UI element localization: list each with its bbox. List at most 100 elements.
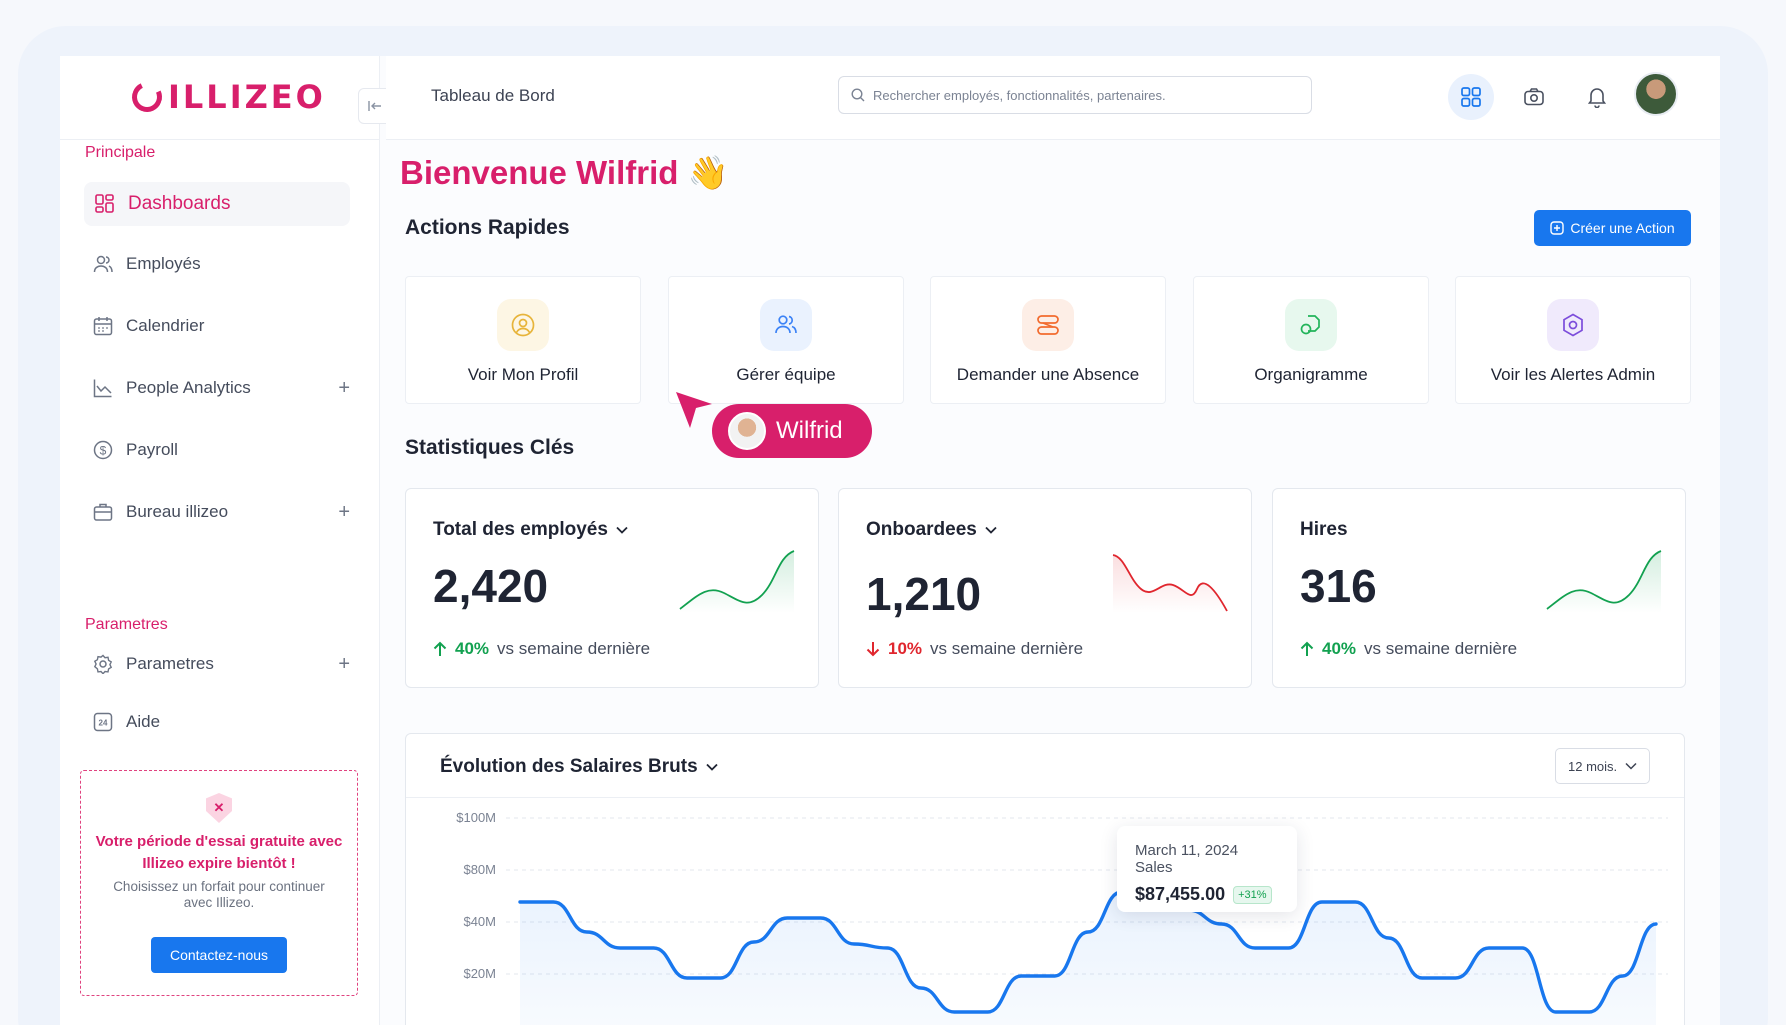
arrow-down-icon bbox=[866, 642, 880, 657]
dashboard-icon bbox=[94, 193, 116, 215]
section-label-main: Principale bbox=[85, 144, 156, 161]
sidebar-item-label: Calendrier bbox=[126, 316, 205, 335]
chart-y-tick-label: $80M bbox=[463, 862, 496, 877]
stat-title[interactable]: Total des employés bbox=[433, 519, 628, 541]
stat-compare-label: vs semaine dernière bbox=[497, 639, 651, 658]
arrow-up-icon bbox=[433, 641, 447, 656]
trial-banner: ✕ Votre période d'essai gratuite avec Il… bbox=[80, 770, 358, 996]
sidebar-item-bureau-illizeo[interactable]: Bureau illizeo + bbox=[84, 490, 350, 534]
quick-action-label: Organigramme bbox=[1254, 365, 1368, 384]
svg-text:$: $ bbox=[100, 444, 107, 458]
chart-tooltip: March 11, 2024 Sales $87,455.00 +31% bbox=[1117, 826, 1297, 912]
range-select-value: 12 mois. bbox=[1568, 758, 1618, 774]
stat-trend: 40% vs semaine dernière bbox=[1300, 639, 1517, 659]
quick-action-label: Gérer équipe bbox=[736, 365, 836, 384]
camera-settings-button[interactable] bbox=[1511, 74, 1557, 120]
stat-card-total-employes: Total des employés 2,420 40% vs semaine … bbox=[405, 488, 819, 688]
absence-icon bbox=[1022, 299, 1074, 351]
dollar-icon: $ bbox=[92, 439, 114, 461]
stat-compare-label: vs semaine dernière bbox=[1364, 639, 1518, 658]
expand-plus-icon[interactable]: + bbox=[338, 376, 350, 399]
gear-icon bbox=[92, 653, 114, 675]
logo-text: ILLIZEO bbox=[168, 78, 326, 116]
sidebar-item-calendrier[interactable]: Calendrier bbox=[84, 304, 350, 348]
range-select[interactable]: 12 mois. bbox=[1555, 748, 1650, 784]
expand-plus-icon[interactable]: + bbox=[338, 500, 350, 523]
quick-action-alertes-admin[interactable]: Voir les Alertes Admin bbox=[1455, 276, 1691, 404]
search-input[interactable]: Rechercher employés, fonctionnalités, pa… bbox=[838, 76, 1312, 114]
stat-trend: 10% vs semaine dernière bbox=[866, 639, 1083, 659]
quick-action-label: Voir les Alertes Admin bbox=[1490, 365, 1656, 384]
sidebar-item-people-analytics[interactable]: People Analytics + bbox=[84, 366, 350, 410]
salary-chart-card: Évolution des Salaires Bruts 12 mois. $1… bbox=[405, 733, 1685, 1025]
breadcrumb: Tableau de Bord bbox=[431, 86, 555, 105]
section-label-settings: Parametres bbox=[85, 616, 168, 633]
create-action-button[interactable]: Créer une Action bbox=[1534, 210, 1691, 246]
quick-action-voir-profil[interactable]: Voir Mon Profil bbox=[405, 276, 641, 404]
sidebar-item-label: Bureau illizeo bbox=[126, 502, 229, 521]
welcome-heading: Bienvenue Wilfrid 👋 bbox=[400, 154, 729, 191]
shield-x-icon: ✕ bbox=[206, 793, 232, 823]
calendar-icon bbox=[92, 315, 114, 337]
notifications-button[interactable] bbox=[1574, 74, 1620, 120]
stat-card-hires: Hires 316 40% vs semaine dernière bbox=[1272, 488, 1686, 688]
alert-hex-icon bbox=[1547, 299, 1599, 351]
quick-action-gerer-equipe[interactable]: Gérer équipe bbox=[668, 276, 904, 404]
stats-heading: Statistiques Clés bbox=[405, 436, 575, 459]
collaborator-avatar bbox=[728, 412, 766, 450]
chart-line-icon bbox=[92, 377, 114, 399]
chart-y-tick-label: $100M bbox=[456, 810, 496, 825]
stat-title-text: Onboardees bbox=[866, 519, 977, 540]
chart-series-line bbox=[518, 876, 1658, 1014]
stat-value: 1,210 bbox=[866, 568, 982, 620]
stat-value: 316 bbox=[1300, 560, 1377, 612]
expand-plus-icon[interactable]: + bbox=[338, 652, 350, 675]
users-icon bbox=[92, 253, 114, 275]
sidebar-item-payroll[interactable]: $ Payroll bbox=[84, 428, 350, 472]
tooltip-badge: +31% bbox=[1233, 885, 1272, 904]
apps-grid-button[interactable] bbox=[1448, 74, 1494, 120]
bell-icon bbox=[1587, 88, 1607, 108]
quick-actions-heading: Actions Rapides bbox=[405, 216, 570, 239]
stat-title[interactable]: Onboardees bbox=[866, 519, 997, 541]
sparkline-down bbox=[1112, 554, 1228, 613]
sidebar-item-dashboards[interactable]: Dashboards bbox=[84, 182, 350, 226]
quick-action-demander-absence[interactable]: Demander une Absence bbox=[930, 276, 1166, 404]
briefcase-icon bbox=[92, 501, 114, 523]
sidebar: ILLIZEO Principale Dashboards Employés C… bbox=[60, 56, 392, 1025]
help-24-icon: 24 bbox=[92, 711, 114, 733]
stat-percent: 40% bbox=[455, 639, 490, 658]
chart-title[interactable]: Évolution des Salaires Bruts bbox=[440, 756, 718, 778]
stat-title: Hires bbox=[1300, 519, 1348, 541]
plus-square-icon bbox=[1550, 221, 1565, 235]
svg-text:24: 24 bbox=[99, 719, 108, 728]
sidebar-item-label: Payroll bbox=[126, 440, 178, 459]
chevron-down-icon bbox=[985, 526, 997, 534]
sidebar-item-parametres[interactable]: Parametres + bbox=[84, 642, 350, 686]
stat-card-onboardees: Onboardees 1,210 10% vs semaine dernière bbox=[838, 488, 1252, 688]
stat-title-text: Hires bbox=[1300, 519, 1348, 540]
chevron-down-icon bbox=[706, 763, 718, 771]
user-avatar[interactable] bbox=[1634, 72, 1678, 116]
tooltip-value-row: $87,455.00 +31% bbox=[1135, 884, 1279, 905]
contact-us-button[interactable]: Contactez-nous bbox=[151, 937, 287, 973]
org-chart-icon bbox=[1285, 299, 1337, 351]
sparkline-up bbox=[1546, 550, 1662, 613]
quick-action-organigramme[interactable]: Organigramme bbox=[1193, 276, 1429, 404]
stat-trend: 40% vs semaine dernière bbox=[433, 639, 650, 659]
chevron-down-icon bbox=[1625, 762, 1637, 770]
stat-title-text: Total des employés bbox=[433, 519, 608, 540]
sidebar-item-label: Employés bbox=[126, 254, 201, 273]
trial-subtitle: Choisissez un forfait pour continuer ave… bbox=[113, 879, 325, 910]
grid-icon bbox=[1461, 87, 1481, 107]
sidebar-item-aide[interactable]: 24 Aide bbox=[84, 700, 350, 744]
sidebar-item-label: People Analytics bbox=[126, 378, 251, 397]
topbar: Tableau de Bord Rechercher employés, fon… bbox=[386, 56, 1720, 140]
sidebar-item-employes[interactable]: Employés bbox=[84, 242, 350, 286]
brand-logo[interactable]: ILLIZEO bbox=[127, 77, 326, 117]
stat-percent: 10% bbox=[888, 639, 923, 658]
chevron-down-icon bbox=[616, 526, 628, 534]
chart-y-tick-label: $40M bbox=[463, 914, 496, 929]
camera-icon bbox=[1524, 88, 1544, 106]
cursor-arrow-icon bbox=[676, 392, 712, 428]
